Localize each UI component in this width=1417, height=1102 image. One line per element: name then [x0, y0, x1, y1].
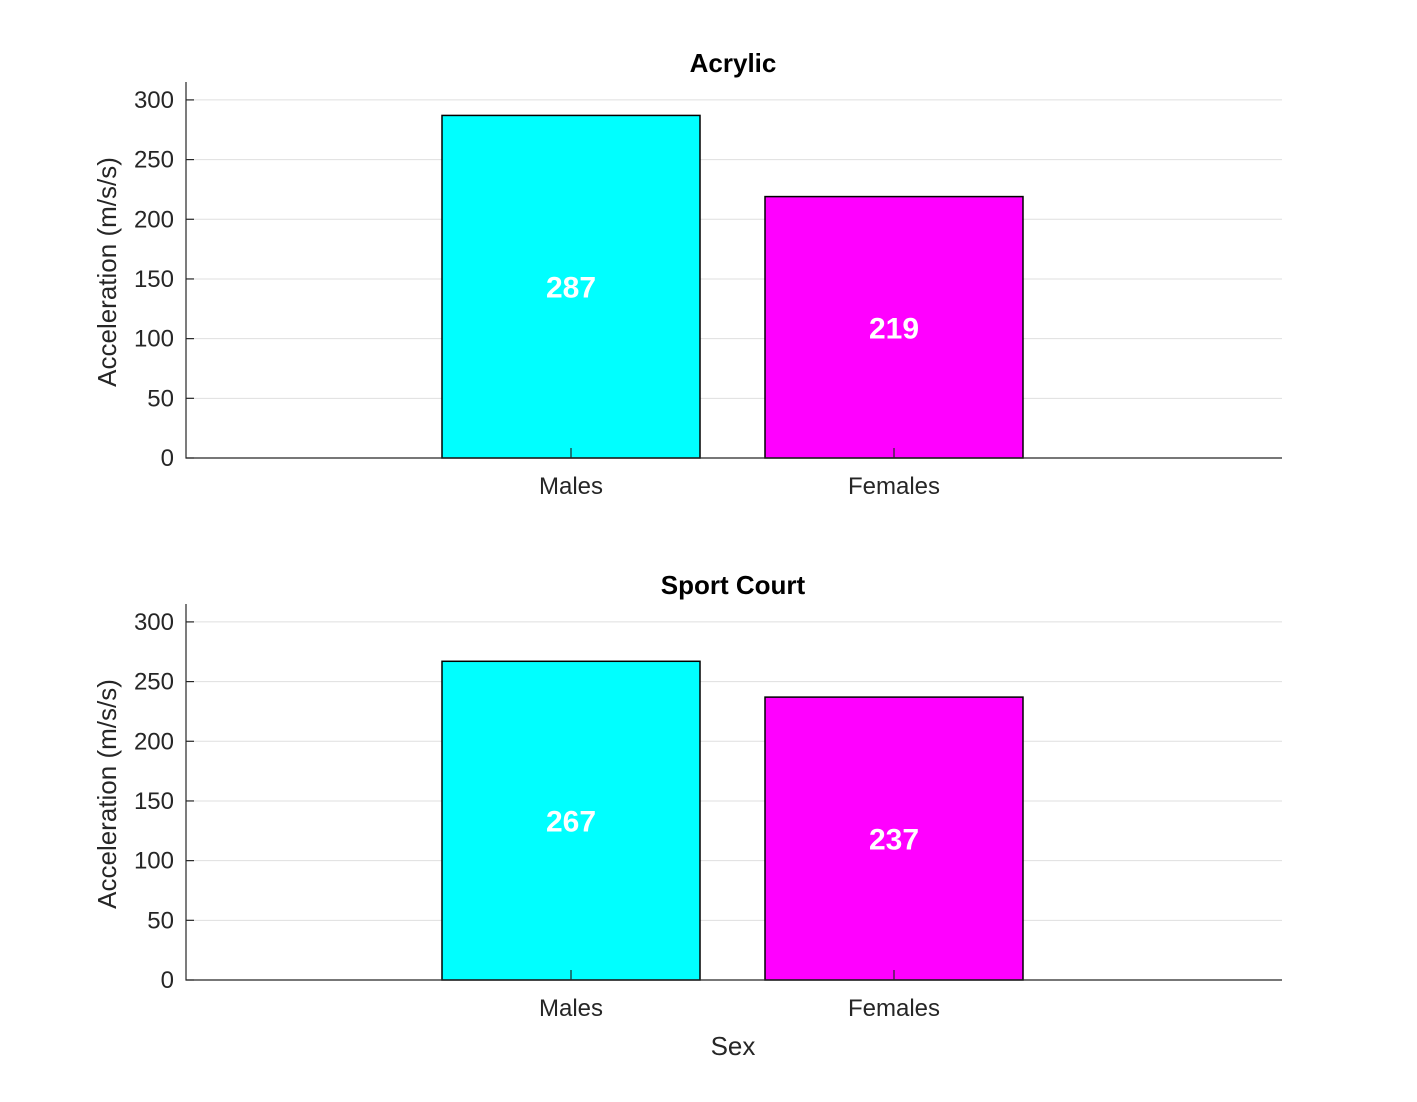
- y-grid: [186, 621, 1282, 921]
- data-label: 267: [546, 806, 596, 839]
- subplot-acrylic: Acrylic Acceleration (m/s/s) 287 219 0 50 1…: [92, 48, 1282, 500]
- y-tick-label: 250: [134, 669, 174, 696]
- x-axis-label: Sex: [711, 1031, 756, 1061]
- subplot-sport-court: Sport Court Acceleration (m/s/s) Sex 267…: [92, 570, 1282, 1061]
- y-tick-label: 0: [161, 445, 174, 472]
- bar-males: [441, 114, 701, 459]
- y-tick-label: 200: [134, 728, 174, 755]
- data-label: 219: [869, 312, 919, 345]
- y-tick-label: 50: [147, 907, 174, 934]
- y-tick-label: 0: [161, 967, 174, 994]
- y-grid: [186, 99, 1282, 399]
- axes-frame: [185, 604, 1282, 981]
- y-tick-label: 150: [134, 788, 174, 815]
- bar-females: [764, 195, 1024, 459]
- x-tick-label: Males: [539, 995, 603, 1022]
- y-tick-label: 100: [134, 848, 174, 875]
- y-ticks: 0 50 100 150 200 250 300: [134, 609, 194, 994]
- y-tick-label: 100: [134, 326, 174, 353]
- data-label: 237: [869, 824, 919, 857]
- x-tick-label: Females: [848, 473, 940, 500]
- y-ticks: 0 50 100 150 200 250 300: [134, 87, 194, 472]
- x-tick-label: Males: [539, 473, 603, 500]
- bars: 287 219: [441, 114, 1024, 459]
- x-tick-label: Females: [848, 995, 940, 1022]
- x-ticks: Males Females: [539, 970, 940, 1022]
- data-label: 287: [546, 272, 596, 305]
- axes-frame: [185, 82, 1282, 459]
- chart-title: Sport Court: [661, 570, 806, 600]
- y-tick-label: 150: [134, 266, 174, 293]
- y-axis-label: Acceleration (m/s/s): [92, 157, 122, 387]
- chart-title: Acrylic: [690, 48, 777, 78]
- bars: 267 237: [441, 660, 1024, 981]
- x-ticks: Males Females: [539, 448, 940, 500]
- y-axis-label: Acceleration (m/s/s): [92, 679, 122, 909]
- y-tick-label: 250: [134, 147, 174, 174]
- y-tick-label: 200: [134, 206, 174, 233]
- bar-males: [441, 660, 701, 981]
- y-tick-label: 300: [134, 609, 174, 636]
- bar-females: [764, 696, 1024, 981]
- y-tick-label: 300: [134, 87, 174, 114]
- y-tick-label: 50: [147, 385, 174, 412]
